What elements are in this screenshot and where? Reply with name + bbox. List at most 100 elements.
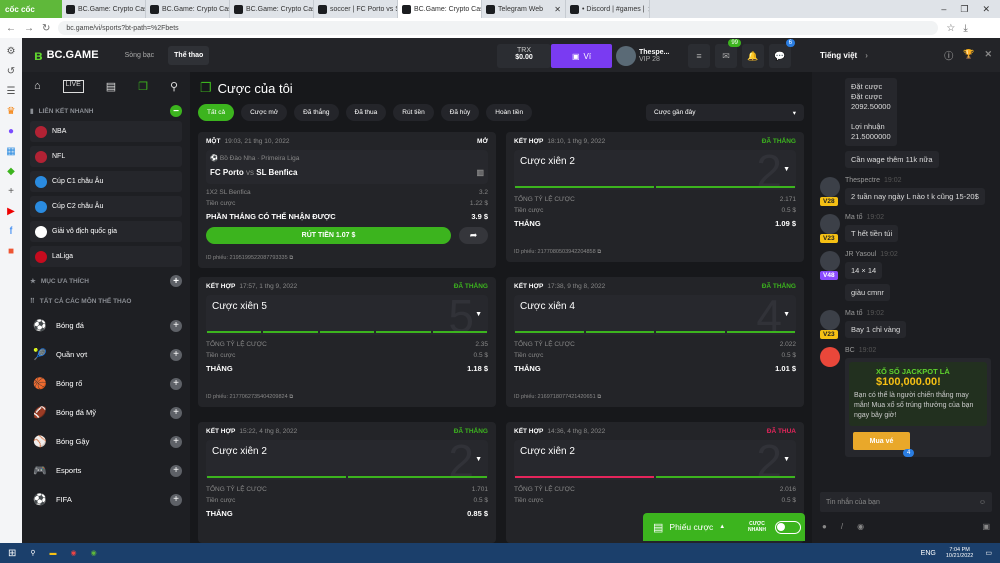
buy-ticket-button[interactable]: Mua vé — [853, 432, 910, 450]
history-icon[interactable]: ↺ — [6, 66, 16, 77]
chrome-icon[interactable]: ◉ — [70, 550, 77, 557]
chat-input[interactable]: Tin nhắn của bạn ☺ — [820, 492, 992, 512]
notifications-icon[interactable]: ▭ — [985, 550, 992, 557]
expand-sport-button[interactable]: + — [170, 377, 182, 390]
emoji-icon[interactable]: ☺ — [978, 498, 986, 506]
sport-item[interactable]: ⚽ Bóng đá + — [30, 311, 182, 340]
filter-tab[interactable]: Đã thắng — [294, 104, 339, 121]
expand-favorites-button[interactable]: + — [170, 275, 182, 287]
quick-link[interactable]: NBA — [30, 121, 182, 142]
sport-item[interactable]: 🎾 Quần vợt + — [30, 340, 182, 369]
filter-tab[interactable]: Tất cả — [198, 104, 235, 121]
coin-icon[interactable]: ◉ — [857, 522, 865, 531]
user-avatar[interactable] — [820, 310, 840, 330]
expand-sport-button[interactable]: + — [170, 319, 182, 332]
expand-sport-button[interactable]: + — [170, 348, 182, 361]
filter-tab[interactable]: Hoàn tiền — [486, 104, 533, 121]
filter-tab[interactable]: Rút tiền — [393, 104, 434, 121]
back-icon[interactable]: ← — [6, 22, 16, 34]
browser-tab[interactable]: BC.Game: Crypto Casino✕ — [146, 0, 230, 18]
browser-tab[interactable]: BC.Game: Crypto Casino✕ — [230, 0, 314, 18]
my-bets-icon[interactable]: ❐ — [138, 81, 148, 93]
quick-link[interactable]: Cúp C2 châu Âu — [30, 196, 182, 217]
combo-expand[interactable]: Cược xiên 2 2 ▼ — [206, 440, 488, 480]
quick-link[interactable]: Cúp C1 châu Âu — [30, 171, 182, 192]
filter-tab[interactable]: Cược mở — [241, 104, 288, 121]
expand-sport-button[interactable]: + — [170, 435, 182, 448]
sport-item[interactable]: 🎮 Esports + — [30, 456, 182, 485]
gamepad-icon[interactable]: ◆ — [7, 166, 15, 177]
sport-item[interactable]: ⚽ FIFA + — [30, 485, 182, 514]
reload-icon[interactable]: ↻ — [42, 22, 51, 34]
info-icon[interactable]: ⓘ — [944, 50, 954, 61]
share-button[interactable]: ➦ — [459, 227, 488, 244]
rain-icon[interactable]: ● — [822, 522, 827, 531]
sort-dropdown[interactable]: Cược gần đây ▾ — [646, 104, 804, 121]
search-icon[interactable]: ⚲ — [169, 81, 178, 93]
user-avatar[interactable] — [820, 251, 840, 271]
browser-tab[interactable]: BC.Game: Crypto Casino✕ — [62, 0, 146, 18]
menu-icon[interactable]: ≡ — [688, 44, 710, 68]
user-avatar[interactable] — [820, 177, 840, 197]
collapse-quick-links-button[interactable]: − — [170, 105, 182, 117]
username[interactable]: Ma tổ — [845, 310, 863, 317]
mail-icon[interactable]: ✉ 99 — [715, 39, 741, 68]
chart-icon[interactable]: ▦ — [6, 146, 16, 157]
stats-icon[interactable]: ▥ — [476, 168, 484, 177]
user-profile[interactable]: Thespe... VIP 28 — [616, 44, 686, 68]
download-icon[interactable]: ⤓ — [963, 22, 968, 34]
gif-icon[interactable]: ▣ — [982, 522, 990, 531]
settings-icon[interactable]: ⚙ — [6, 46, 16, 57]
close-chat-icon[interactable]: ✕ — [984, 48, 992, 59]
expand-sport-button[interactable]: + — [170, 406, 182, 419]
user-avatar[interactable] — [820, 214, 840, 234]
home-icon[interactable]: ⌂ — [34, 80, 41, 92]
youtube-icon[interactable]: ▶ — [7, 206, 15, 217]
nav-sports[interactable]: Thể thao — [168, 45, 210, 65]
betslip-bar[interactable]: ▤ Phiếu cược ▲ CƯỢC NHANH — [643, 513, 805, 541]
url-input[interactable]: bc.game/vi/sports?bt-path=%2Fbets — [58, 21, 939, 35]
close-tab-icon[interactable]: ✕ — [648, 5, 650, 14]
expand-sport-button[interactable]: + — [170, 493, 182, 506]
browser-tab[interactable]: Telegram Web ✕ — [482, 0, 566, 18]
username[interactable]: JR Yasoul — [845, 251, 877, 258]
crown-icon[interactable]: ♛ — [6, 106, 16, 117]
copy-icon[interactable]: ⧉ — [289, 255, 294, 261]
copy-icon[interactable]: ⧉ — [597, 249, 602, 255]
search-icon[interactable]: ⚲ — [30, 550, 36, 557]
browser-tab[interactable]: BC.Game: Crypto Casino✕ — [398, 0, 482, 18]
browser-tab[interactable]: • Discord | #games |✕ — [566, 0, 650, 18]
minimize-icon[interactable]: – — [941, 4, 947, 14]
sport-item[interactable]: 🏀 Bóng rổ + — [30, 369, 182, 398]
copy-icon[interactable]: ⧉ — [597, 394, 602, 400]
language-selector[interactable]: Tiếng việt — [820, 50, 858, 60]
list-icon[interactable]: ☰ — [6, 86, 16, 97]
calendar-icon[interactable]: ▤ — [105, 81, 117, 93]
currency-selector[interactable]: TRX $0.00 — [497, 44, 551, 68]
close-window-icon[interactable]: ✕ — [982, 3, 990, 14]
shop-icon[interactable]: ■ — [7, 246, 15, 257]
facebook-icon[interactable]: f — [9, 226, 13, 237]
windows-start-icon[interactable]: ⊞ — [8, 547, 17, 559]
filter-tab[interactable]: Đã thua — [345, 104, 387, 121]
coccoc-icon[interactable]: ◉ — [90, 550, 97, 557]
wallet-button[interactable]: ▣ Ví — [551, 44, 612, 68]
quick-link[interactable]: NFL — [30, 146, 182, 167]
combo-expand[interactable]: Cược xiên 5 5 ▼ — [206, 295, 488, 335]
star-icon[interactable]: ☆ — [946, 22, 956, 34]
combo-expand[interactable]: Cược xiên 2 2 ▼ — [514, 150, 796, 190]
nav-casino[interactable]: Sòng bạc — [124, 51, 155, 59]
username[interactable]: Ma tổ — [845, 214, 863, 221]
copy-icon[interactable]: ⧉ — [289, 394, 294, 400]
command-icon[interactable]: / — [840, 522, 844, 531]
username[interactable]: Thespectre — [845, 177, 881, 184]
chat-icon[interactable]: 💬 6 — [769, 39, 795, 68]
quick-link[interactable]: Giải vô địch quốc gia — [30, 221, 182, 242]
close-tab-icon[interactable]: ✕ — [554, 4, 561, 14]
sport-item[interactable]: 🏈 Bóng đá Mỹ + — [30, 398, 182, 427]
add-icon[interactable]: + — [8, 186, 14, 197]
combo-expand[interactable]: Cược xiên 4 4 ▼ — [514, 295, 796, 335]
forward-icon[interactable]: → — [24, 22, 34, 34]
trophy-icon[interactable]: 🏆 — [963, 48, 975, 59]
bcgame-logo[interactable]: ʙ BC.GAME — [34, 47, 99, 63]
